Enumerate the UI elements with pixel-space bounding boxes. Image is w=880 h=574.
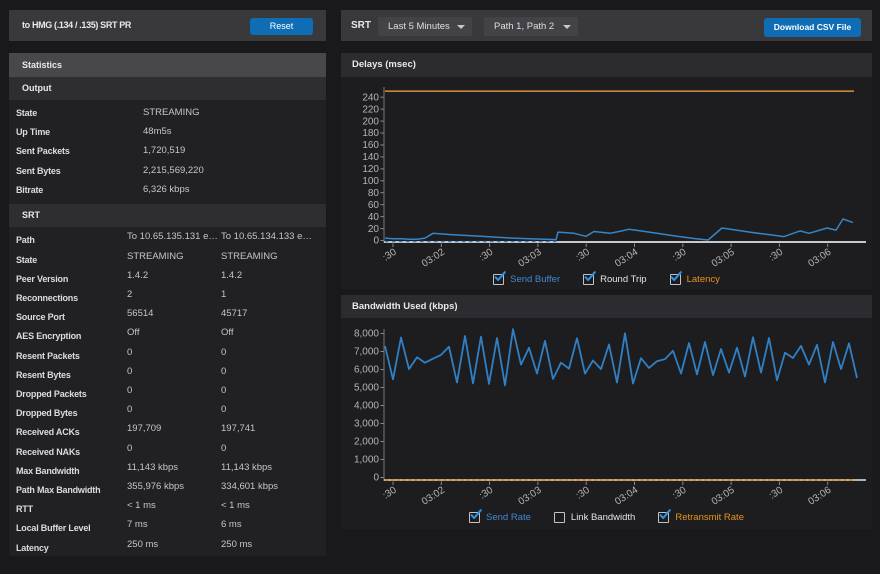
- svg-text:03:04: 03:04: [613, 485, 640, 508]
- svg-text::30: :30: [381, 485, 399, 502]
- svg-text:8,000: 8,000: [354, 329, 379, 340]
- svg-text:4,000: 4,000: [354, 401, 379, 412]
- svg-text::30: :30: [574, 485, 592, 502]
- svg-text:03:06: 03:06: [806, 247, 833, 270]
- svg-text:200: 200: [362, 116, 379, 127]
- svg-text:120: 120: [362, 164, 379, 175]
- svg-text::30: :30: [478, 247, 496, 264]
- svg-text::30: :30: [767, 247, 785, 264]
- svg-text:40: 40: [368, 212, 380, 223]
- svg-text:2,000: 2,000: [354, 437, 379, 448]
- svg-text:80: 80: [368, 188, 380, 199]
- svg-text:1,000: 1,000: [354, 455, 379, 466]
- svg-text::30: :30: [767, 485, 785, 502]
- svg-text:03:05: 03:05: [710, 485, 737, 508]
- svg-text:160: 160: [362, 140, 379, 151]
- svg-text:7,000: 7,000: [354, 347, 379, 358]
- svg-text:03:04: 03:04: [613, 247, 640, 270]
- svg-text::30: :30: [671, 247, 689, 264]
- svg-text:03:02: 03:02: [420, 485, 447, 508]
- svg-text:0: 0: [373, 473, 379, 484]
- svg-text:140: 140: [362, 152, 379, 163]
- svg-text:60: 60: [368, 200, 380, 211]
- svg-text::30: :30: [381, 247, 399, 264]
- svg-text:180: 180: [362, 128, 379, 139]
- svg-text:03:03: 03:03: [517, 485, 544, 508]
- svg-text:6,000: 6,000: [354, 365, 379, 376]
- svg-text:5,000: 5,000: [354, 383, 379, 394]
- svg-text:03:03: 03:03: [517, 247, 544, 270]
- svg-text:240: 240: [362, 92, 379, 103]
- svg-text:3,000: 3,000: [354, 419, 379, 430]
- svg-text:03:06: 03:06: [806, 485, 833, 508]
- svg-text:100: 100: [362, 176, 379, 187]
- svg-text:220: 220: [362, 104, 379, 115]
- svg-text::30: :30: [478, 485, 496, 502]
- svg-text:03:05: 03:05: [710, 247, 737, 270]
- svg-text::30: :30: [671, 485, 689, 502]
- svg-text:03:02: 03:02: [420, 247, 447, 270]
- svg-text:20: 20: [368, 224, 380, 235]
- svg-text:0: 0: [373, 236, 379, 247]
- svg-text::30: :30: [574, 247, 592, 264]
